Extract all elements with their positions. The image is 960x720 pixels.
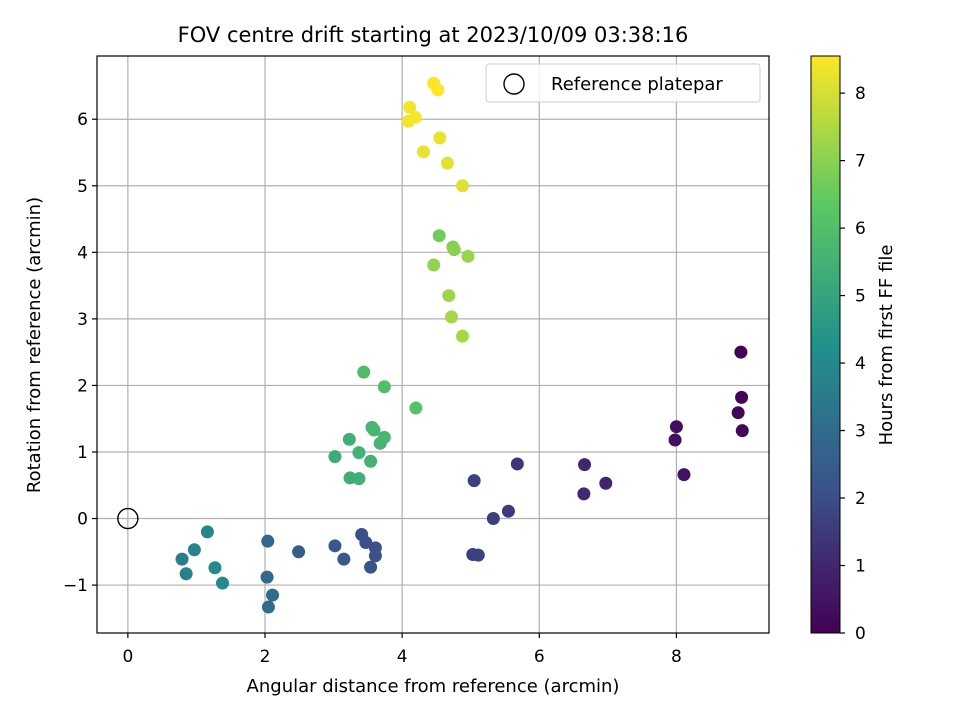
data-point (260, 570, 274, 584)
data-point (328, 450, 342, 464)
x-tick-label: 8 (671, 647, 682, 667)
data-point (455, 329, 469, 343)
x-tick-label: 6 (534, 647, 545, 667)
x-tick-label: 2 (260, 647, 271, 667)
data-point (408, 110, 422, 124)
y-tick-label: 4 (77, 243, 88, 263)
data-point (179, 567, 193, 581)
data-point (467, 474, 481, 488)
data-point (445, 310, 459, 324)
colorbar-tick-label: 5 (855, 287, 866, 307)
data-point (403, 100, 417, 114)
data-point (364, 454, 378, 468)
data-point (377, 380, 391, 394)
data-point (359, 535, 373, 549)
data-point (433, 131, 447, 145)
y-tick-label: 3 (77, 310, 88, 330)
data-point (442, 289, 456, 303)
data-point (328, 539, 342, 553)
data-point (731, 406, 745, 420)
data-point (357, 365, 371, 379)
data-point (377, 430, 391, 444)
x-tick-label: 0 (122, 647, 133, 667)
data-point (461, 249, 475, 263)
y-tick-label: 1 (77, 443, 88, 463)
data-point (455, 179, 469, 193)
data-point (677, 468, 691, 482)
data-point (337, 552, 351, 566)
data-point (364, 560, 378, 574)
colorbar-tick-label: 6 (855, 219, 866, 239)
data-point (432, 229, 446, 243)
plot-frame (96, 55, 770, 634)
data-point (447, 243, 461, 257)
data-point (187, 543, 201, 557)
data-point (261, 600, 275, 614)
data-point (577, 487, 591, 501)
data-points (117, 76, 749, 614)
data-point (352, 472, 366, 486)
y-axis-label: Rotation from reference (arcmin) (24, 197, 45, 493)
data-point (200, 525, 214, 539)
colorbar-gradient (810, 55, 841, 634)
y-tick-label: 6 (77, 110, 88, 130)
data-point (440, 156, 454, 170)
reference-platepar-marker (117, 507, 139, 530)
legend-reference-marker (503, 73, 525, 95)
data-point (735, 424, 749, 438)
data-point (416, 145, 430, 159)
data-point (427, 258, 441, 272)
data-point (734, 345, 748, 359)
data-point (669, 420, 683, 434)
data-point (175, 552, 189, 566)
y-tick-label: 0 (77, 510, 88, 530)
grid-lines (97, 56, 769, 633)
data-point (471, 548, 485, 562)
colorbar-tick-label: 3 (855, 422, 866, 442)
data-point (352, 446, 366, 460)
y-tick-label: −1 (63, 576, 88, 596)
data-point (215, 576, 229, 590)
data-point (292, 545, 306, 559)
colorbar-tick-label: 7 (855, 152, 866, 172)
data-point (409, 401, 423, 415)
y-tick-label: 5 (77, 177, 88, 197)
legend: Reference platepar (485, 63, 761, 103)
data-point (501, 504, 515, 518)
data-point (208, 561, 222, 575)
data-point (368, 549, 382, 563)
x-axis-ticks: 0 2 4 6 8 (122, 633, 682, 667)
data-point (599, 476, 613, 490)
data-point (431, 83, 445, 97)
colorbar-tick-label: 0 (855, 624, 866, 644)
y-tick-label: 2 (77, 376, 88, 396)
data-point (510, 457, 524, 471)
colorbar: 0 1 2 3 4 5 6 7 8 Hours from first FF file (810, 55, 897, 644)
colorbar-tick-label: 2 (855, 489, 866, 509)
colorbar-ticks: 0 1 2 3 4 5 6 7 8 (840, 84, 866, 644)
data-point (735, 390, 749, 404)
colorbar-tick-label: 8 (855, 84, 866, 104)
legend-label-reference: Reference platepar (551, 74, 723, 95)
data-point (367, 423, 381, 437)
data-point (342, 432, 356, 446)
x-tick-label: 4 (397, 647, 408, 667)
data-point (578, 458, 592, 472)
data-point (261, 534, 275, 548)
chart-title: FOV centre drift starting at 2023/10/09 … (178, 23, 689, 47)
x-axis-label: Angular distance from reference (arcmin) (247, 676, 620, 697)
legend-box (485, 63, 761, 103)
data-point (486, 512, 500, 526)
colorbar-label: Hours from first FF file (876, 245, 897, 446)
colorbar-tick-label: 1 (855, 557, 866, 577)
colorbar-tick-label: 4 (855, 354, 866, 374)
data-point (668, 433, 682, 447)
data-point (266, 588, 280, 602)
y-axis-ticks: −1 0 1 2 3 4 5 6 (63, 110, 97, 596)
